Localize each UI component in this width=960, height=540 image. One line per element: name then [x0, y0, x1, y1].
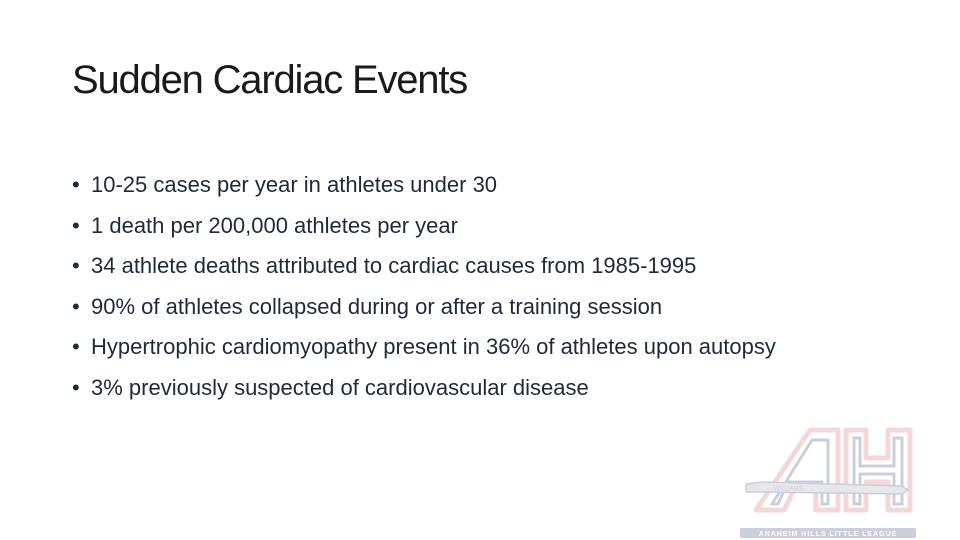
slide-title: Sudden Cardiac Events	[72, 58, 468, 102]
logo-letter-h-outline	[843, 427, 913, 513]
bullet-item: • 90% of athletes collapsed during or af…	[72, 292, 832, 322]
bullet-item: • 34 athlete deaths attributed to cardia…	[72, 251, 832, 281]
logo-letter-a-outline	[753, 427, 841, 513]
bullet-text: 34 athlete deaths attributed to cardiac …	[91, 253, 697, 278]
bullet-dot: •	[72, 172, 80, 197]
bullet-list: • 10-25 cases per year in athletes under…	[72, 170, 832, 413]
bullet-text: 10-25 cases per year in athletes under 3…	[91, 172, 498, 197]
bullet-item: • 10-25 cases per year in athletes under…	[72, 170, 832, 200]
bullet-text: 3% previously suspected of cardiovascula…	[91, 374, 589, 400]
bullet-dot: •	[72, 212, 80, 238]
logo-bat-text: WILLIAMS	[774, 487, 803, 493]
bullet-dot: •	[72, 374, 80, 400]
bullet-text: 1 death per 200,000 athletes per year	[91, 212, 458, 238]
league-logo: WILLIAMS ANAHEIM HILLS LITTLE LEAGUE	[740, 427, 916, 538]
bullet-text: Hypertrophic cardiomyopathy present in 3…	[91, 334, 776, 359]
bullet-text: 90% of athletes collapsed during or afte…	[91, 293, 663, 319]
bullet-item: • Hypertrophic cardiomyopathy present in…	[72, 332, 832, 362]
logo-bat: WILLIAMS	[745, 481, 910, 495]
bullet-dot: •	[72, 253, 80, 278]
logo-bat-shape	[745, 481, 910, 495]
bullet-item: • 1 death per 200,000 athletes per year	[72, 211, 832, 241]
logo-banner: ANAHEIM HILLS LITTLE LEAGUE	[740, 528, 916, 538]
logo-banner-text: ANAHEIM HILLS LITTLE LEAGUE	[759, 531, 898, 538]
bullet-item: • 3% previously suspected of cardiovascu…	[72, 373, 832, 403]
logo-banner-bar	[740, 528, 916, 538]
logo-letter-a-inner	[769, 438, 830, 506]
bullet-dot: •	[72, 334, 80, 359]
bullet-dot: •	[72, 293, 80, 319]
logo-letter-h-inner	[852, 436, 904, 506]
logo-letters	[753, 427, 913, 513]
